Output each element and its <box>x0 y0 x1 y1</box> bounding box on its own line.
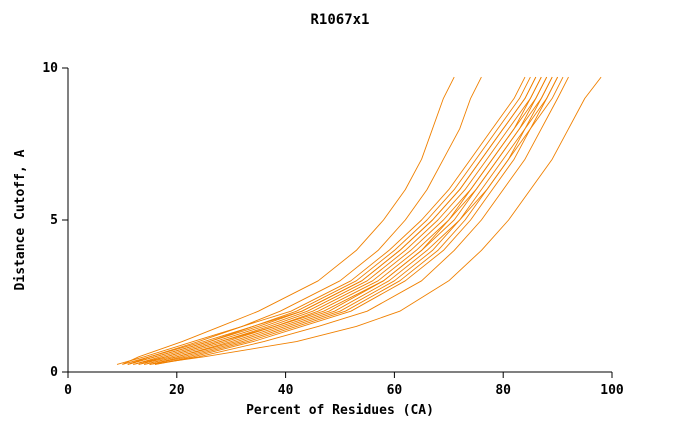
x-tick-label: 0 <box>64 383 72 398</box>
y-tick-label: 5 <box>50 213 58 228</box>
x-tick-label: 80 <box>495 383 511 398</box>
series-line <box>127 76 537 365</box>
series-line <box>149 76 559 365</box>
series-group <box>116 76 602 365</box>
series-line <box>122 76 531 365</box>
x-tick-label: 20 <box>169 383 185 398</box>
series-line <box>127 76 482 365</box>
series-line <box>116 76 526 365</box>
y-axis-label: Distance Cutoff, A <box>13 149 28 290</box>
series-line <box>138 76 548 365</box>
series-line <box>127 76 537 365</box>
chart-title: R1067x1 <box>310 12 369 28</box>
series-line <box>149 76 559 365</box>
series-line <box>144 76 553 365</box>
series-line <box>133 76 542 365</box>
x-tick-label: 40 <box>278 383 294 398</box>
series-line <box>133 76 542 365</box>
series-line <box>154 76 564 365</box>
y-tick-label: 10 <box>42 61 58 76</box>
ticks-group: 0 20 40 60 80 100 0 5 10 <box>42 61 624 398</box>
series-line <box>149 76 602 365</box>
y-tick-label: 0 <box>50 365 58 380</box>
series-line <box>154 76 569 365</box>
x-tick-label: 100 <box>600 383 624 398</box>
series-line <box>122 76 455 365</box>
series-line <box>144 76 553 365</box>
series-line <box>138 76 548 365</box>
x-axis-label: Percent of Residues (CA) <box>246 403 434 418</box>
x-tick-label: 60 <box>387 383 403 398</box>
